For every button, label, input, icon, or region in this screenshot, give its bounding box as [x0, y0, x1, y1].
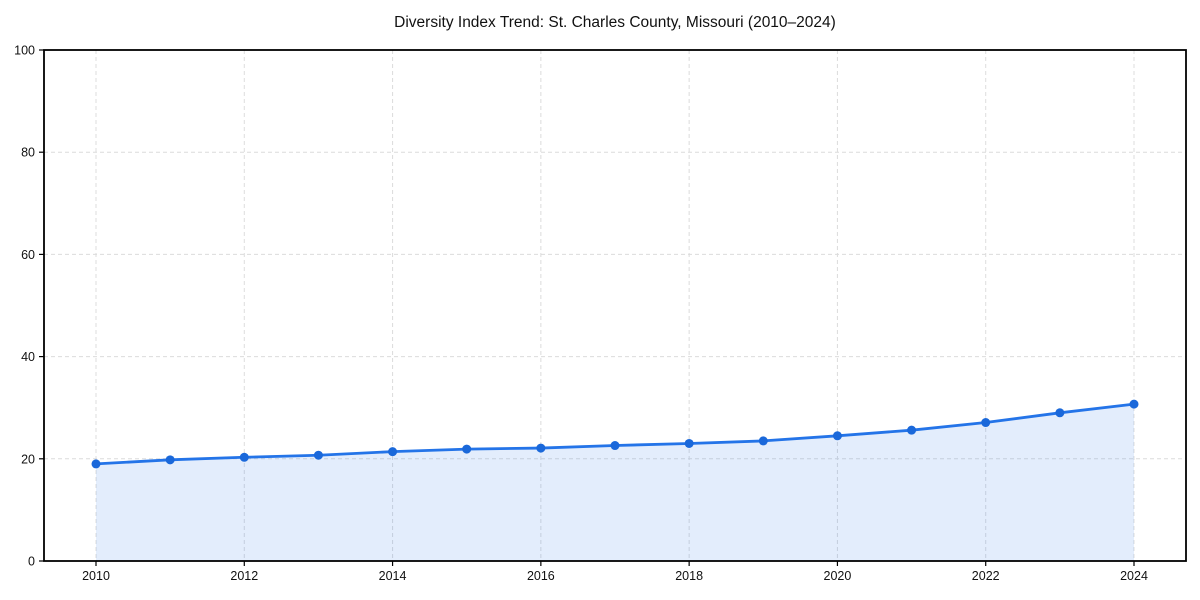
x-tick-label: 2024 — [1120, 569, 1148, 583]
y-tick-label: 80 — [21, 146, 35, 160]
data-point — [832, 431, 842, 441]
data-point — [981, 418, 991, 428]
y-tick-label: 100 — [14, 44, 35, 58]
x-tick-label: 2012 — [230, 569, 258, 583]
x-tick-label: 2018 — [675, 569, 703, 583]
x-tick-label: 2016 — [527, 569, 555, 583]
data-point — [313, 450, 323, 460]
data-point — [462, 444, 472, 454]
x-tick-label: 2010 — [82, 569, 110, 583]
area-fill — [96, 404, 1134, 561]
y-tick-label: 0 — [28, 555, 35, 569]
data-point — [907, 425, 917, 435]
data-point — [1129, 399, 1139, 409]
data-point — [684, 438, 694, 448]
plot-border — [43, 49, 1187, 562]
x-tick-label: 2014 — [379, 569, 407, 583]
y-tick-label: 40 — [21, 350, 35, 364]
x-tick-label: 2022 — [972, 569, 1000, 583]
data-point — [536, 443, 546, 453]
x-tick-label: 2020 — [824, 569, 852, 583]
data-point — [91, 459, 101, 469]
data-point — [388, 447, 398, 457]
chart-title: Diversity Index Trend: St. Charles Count… — [394, 14, 836, 31]
y-tick-label: 60 — [21, 248, 35, 262]
data-point — [165, 455, 175, 465]
data-point — [239, 452, 249, 462]
data-point — [758, 436, 768, 446]
data-point — [610, 441, 620, 451]
data-point — [1055, 408, 1065, 418]
y-tick-label: 20 — [21, 452, 35, 466]
